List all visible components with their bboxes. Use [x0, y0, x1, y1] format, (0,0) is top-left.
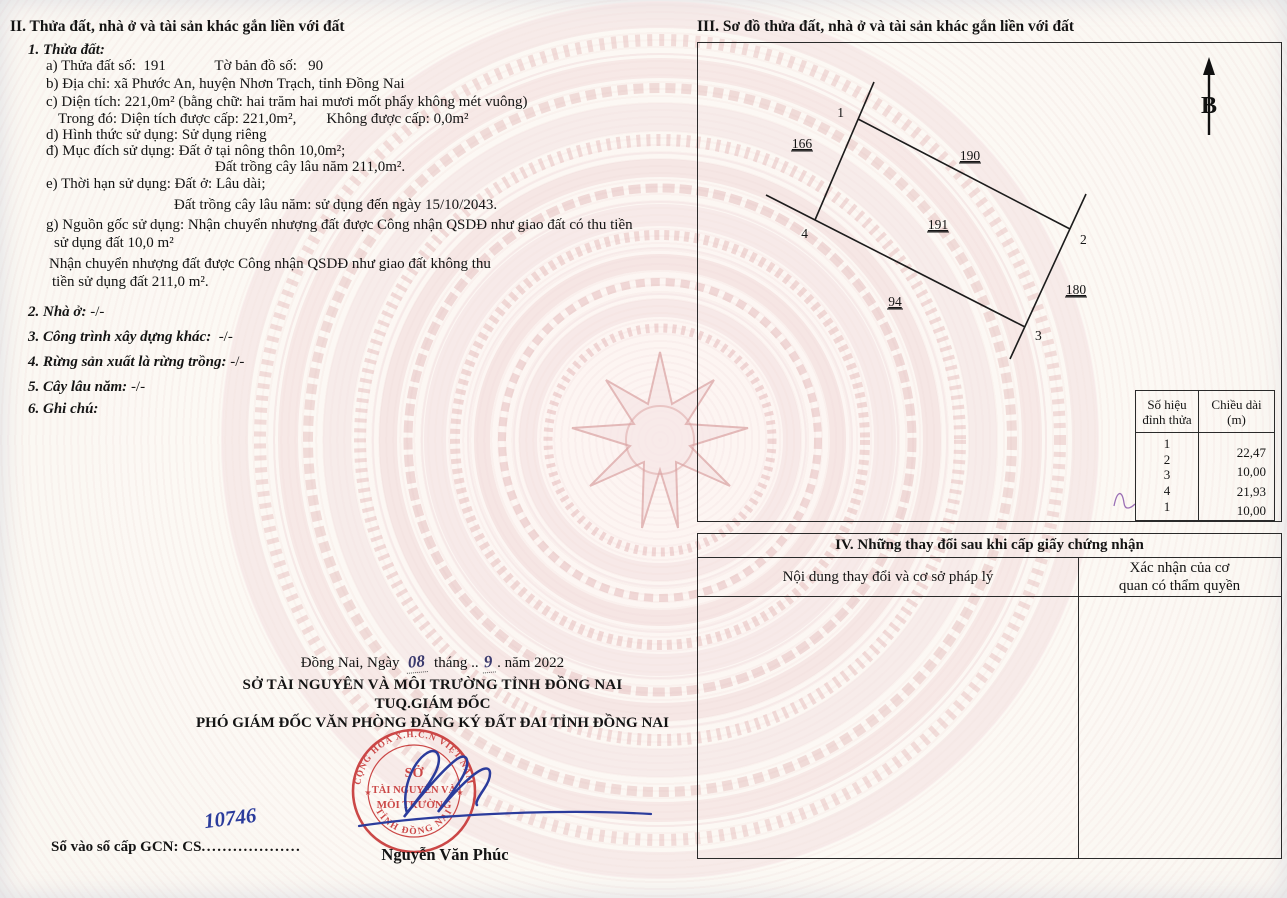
- item-house-label: 2. Nhà ở:: [28, 304, 87, 320]
- north-label: B: [1201, 93, 1217, 119]
- address-line: b) Địa chỉ: xã Phước An, huyện Nhơn Trạc…: [46, 76, 405, 92]
- edge-1-2: [857, 118, 1071, 230]
- date-suffix: . năm 2022: [497, 655, 565, 671]
- vertex-id: 1: [1163, 498, 1171, 514]
- item-notes: 6. Ghi chú:: [28, 400, 98, 418]
- vertex-table-col1-header: Số hiệu đỉnh thửa: [1136, 391, 1199, 433]
- vertex-label-3: 3: [1035, 328, 1042, 343]
- section2-title: II. Thửa đất, nhà ở và tài sản khác gắn …: [10, 18, 345, 35]
- parcel-number-191: 191: [928, 217, 948, 232]
- item-house-value: -/-: [86, 304, 105, 320]
- vertex-id: 1: [1163, 436, 1171, 452]
- handwritten-day: 08: [405, 651, 429, 674]
- use-purpose-line-2: Đất trồng cây lâu năm 211,0m².: [215, 159, 406, 175]
- date-line: Đồng Nai, Ngày 08 tháng .. 9. năm 2022: [60, 651, 805, 674]
- gcn-dotted-line: ...................: [201, 839, 302, 855]
- edge-length: 10,00: [1236, 464, 1266, 480]
- col2-header-line2: (m): [1227, 411, 1246, 427]
- section3-title: III. Sơ đồ thửa đất, nhà ở và tài sản kh…: [697, 18, 1075, 35]
- adjacent-parcel-180: 180: [1066, 282, 1087, 297]
- vertex-table-header: Số hiệu đỉnh thửa Chiều dài (m): [1136, 391, 1274, 434]
- handwritten-month: 9: [480, 651, 496, 674]
- gcn-label: Sổ vào sổ cấp GCN: CS: [51, 839, 202, 855]
- item-perennial-value: -/-: [127, 379, 146, 395]
- section4-col2-header: Xác nhận của cơ quan có thẩm quyền: [1078, 558, 1281, 596]
- signature-ink: [357, 749, 653, 828]
- parcel-sketch: 1 2 3 4 166 190 191 180 94: [765, 57, 1217, 509]
- edge-2-3-extended: [1009, 193, 1087, 360]
- edge-length: 21,93: [1236, 483, 1266, 499]
- edge-length: 10,00: [1236, 502, 1266, 518]
- tuq-title: TUQ.GIÁM ĐỐC: [374, 696, 491, 712]
- item-house: 2. Nhà ở: -/-: [28, 303, 104, 321]
- vertex-table-col2-header: Chiều dài (m): [1199, 391, 1274, 432]
- use-form-line: d) Hình thức sử dụng: Sử dụng riêng: [46, 127, 267, 143]
- col2-header-b: quan có thẩm quyền: [1118, 578, 1241, 594]
- deputy-title: PHÓ GIÁM ĐỐC VĂN PHÒNG ĐĂNG KÝ ĐẤT ĐAI T…: [196, 715, 669, 731]
- origin-line-2: sử dụng đất 10,0 m²: [54, 235, 174, 251]
- section2-sub1: 1. Thửa đất:: [28, 42, 105, 58]
- item-perennial: 5. Cây lâu năm: -/-: [28, 378, 145, 396]
- use-purpose-line: đ) Mục đích sử dụng: Đất ở tại nông thôn…: [46, 143, 346, 159]
- col1-header-line1: Số hiệu: [1147, 396, 1187, 412]
- parcel-number-line: a) Thửa đất số: 191 Tờ bản đồ số: 90: [46, 58, 324, 74]
- signer-name: Nguyễn Văn Phúc: [381, 845, 509, 864]
- adjacent-parcel-166: 166: [792, 136, 813, 151]
- section4-box: IV. Những thay đổi sau khi cấp giấy chứn…: [697, 533, 1282, 859]
- handwritten-check-mark: [1113, 492, 1136, 509]
- item-forest: 4. Rừng sản xuất là rừng trồng: -/-: [28, 353, 244, 371]
- item-perennial-label: 5. Cây lâu năm:: [28, 379, 128, 395]
- vertex-id: 2: [1163, 451, 1171, 467]
- col2-header-a: Xác nhận của cơ: [1129, 560, 1230, 576]
- office-name: SỞ TÀI NGUYÊN VÀ MÔI TRƯỜNG TỈNH ĐỒNG NA…: [242, 677, 623, 693]
- edge-4-1-extended: [814, 81, 875, 221]
- area-line: c) Diện tích: 221,0m² (bằng chữ: hai tră…: [46, 94, 528, 110]
- handwritten-gcn-number: 10746: [202, 802, 258, 834]
- item-forest-value: -/-: [226, 354, 245, 370]
- section4-title: IV. Những thay đổi sau khi cấp giấy chứn…: [698, 534, 1281, 558]
- item-notes-label: 6. Ghi chú:: [28, 401, 99, 417]
- vertex-id: 4: [1163, 483, 1171, 499]
- term-line: e) Thời hạn sử dụng: Đất ở: Lâu dài;: [46, 176, 266, 192]
- adjacent-parcel-94: 94: [888, 294, 902, 309]
- edge-length: 22,47: [1236, 445, 1266, 461]
- origin-line: g) Nguồn gốc sử dụng: Nhận chuyển nhượng…: [46, 217, 633, 233]
- vertex-label-1: 1: [837, 105, 844, 120]
- item-forest-label: 4. Rừng sản xuất là rừng trồng:: [28, 354, 227, 370]
- item-construction: 3. Công trình xây dựng khác: -/-: [28, 328, 233, 346]
- date-prefix: Đồng Nai, Ngày: [300, 655, 400, 671]
- adjacent-parcel-190: 190: [960, 148, 981, 163]
- term-line-2: Đất trồng cây lâu năm: sử dụng đến ngày …: [174, 197, 498, 213]
- col2-header-line1: Chiều dài: [1211, 396, 1262, 412]
- parcel-diagram-box: 1 2 3 4 166 190 191 180 94: [697, 42, 1282, 522]
- gcn-registry-line: Sổ vào sổ cấp GCN: CS...................…: [36, 803, 302, 890]
- area-detail-line: Trong đó: Diện tích được cấp: 221,0m², K…: [58, 111, 469, 127]
- edge-3-4-extended: [765, 194, 1026, 328]
- item-construction-label: 3. Công trình xây dựng khác:: [28, 329, 212, 345]
- vertex-id: 3: [1163, 467, 1171, 483]
- date-mid: tháng ..: [434, 655, 479, 671]
- section4-col1-header: Nội dung thay đổi và cơ sở pháp lý: [782, 568, 994, 585]
- section4-column-divider: [1078, 557, 1079, 858]
- item-construction-value: -/-: [211, 329, 233, 345]
- origin-line-4: tiền sử dụng đất 211,0 m².: [52, 274, 209, 290]
- official-stamp: CỘNG HÒA X.H.C.N VIỆT NAM TỈNH ĐỒNG NAI …: [351, 728, 477, 854]
- origin-line-3: Nhận chuyển nhượng đất được Công nhận QS…: [49, 256, 491, 272]
- stamp-line2: TÀI NGUYÊN VÀ: [372, 784, 457, 796]
- vertex-label-2: 2: [1080, 232, 1087, 247]
- section4-header-row: Nội dung thay đổi và cơ sở pháp lý Xác n…: [698, 558, 1281, 597]
- length-column: 22,47 10,00 21,93 10,00: [1199, 433, 1274, 520]
- col1-header-line2: đỉnh thửa: [1142, 411, 1192, 427]
- stamp-star-left: ★: [364, 788, 371, 797]
- north-arrow-icon: B: [1201, 57, 1217, 135]
- stamp-star-right: ★: [456, 788, 463, 797]
- signature-block: Đồng Nai, Ngày 08 tháng .. 9. năm 2022 SỞ…: [60, 651, 805, 732]
- vertex-label-4: 4: [801, 226, 808, 241]
